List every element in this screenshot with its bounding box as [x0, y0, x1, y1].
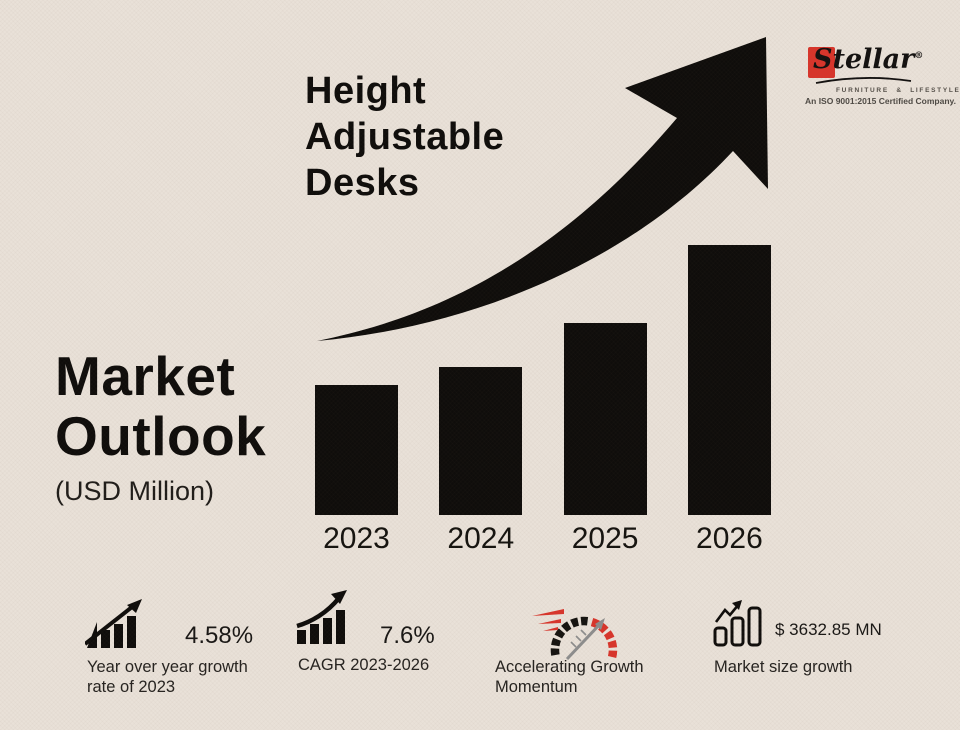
headline-line-2: Adjustable — [305, 116, 505, 158]
bar-year-label-2025: 2025 — [571, 522, 639, 555]
bar-year-label-2026: 2026 — [696, 522, 763, 555]
speedometer-icon — [532, 609, 618, 660]
outlook-line-2: Outlook — [55, 405, 267, 467]
bar-year-label-2024: 2024 — [447, 522, 515, 555]
registered-trademark-icon: ® — [914, 51, 924, 61]
stat-label: Market size growth — [714, 658, 853, 676]
stat-label: Accelerating Growth Momentum — [495, 658, 644, 696]
logo-brand-name: Stellar® — [813, 44, 923, 75]
stat-value: 7.6% — [380, 622, 435, 649]
outline-bar-chart-arrow-icon — [713, 600, 762, 647]
stat-value: 4.58% — [185, 622, 254, 649]
bar-2023 — [315, 385, 398, 515]
outlook-line-1: Market — [55, 345, 236, 407]
logo-certification: An ISO 9001:2015 Certified Company. — [805, 96, 957, 106]
logo-underline-flourish — [815, 77, 912, 84]
bar-chart-curved-arrow-icon — [296, 590, 347, 644]
bar-2025 — [563, 323, 647, 515]
logo-red-square — [808, 47, 835, 78]
outlook-unit-label: (USD Million) — [55, 476, 215, 506]
stellar-logo: Stellar® FURNITURE & LIFESTYLE An ISO 90… — [800, 44, 959, 109]
headline-line-3: Desks — [305, 162, 420, 204]
bar-chart-up-arrow-icon — [85, 599, 142, 648]
stat-label: CAGR 2023-2026 — [298, 656, 430, 674]
headline-title: Height Adjustable Desks — [305, 68, 504, 206]
bar-2026 — [687, 245, 771, 515]
stat-label: Year over year growth rate of 2023 — [87, 658, 248, 696]
bar-2024 — [439, 367, 523, 515]
stat-value: $ 3632.85 MN — [775, 620, 882, 639]
logo-tagline: FURNITURE & LIFESTYLE — [836, 87, 960, 94]
headline-line-1: Height — [305, 70, 427, 112]
logo-brand-text: Stellar — [813, 44, 915, 75]
market-outlook-title: Market Outlook (USD Million) — [55, 346, 266, 507]
bar-year-label-2023: 2023 — [323, 522, 390, 555]
